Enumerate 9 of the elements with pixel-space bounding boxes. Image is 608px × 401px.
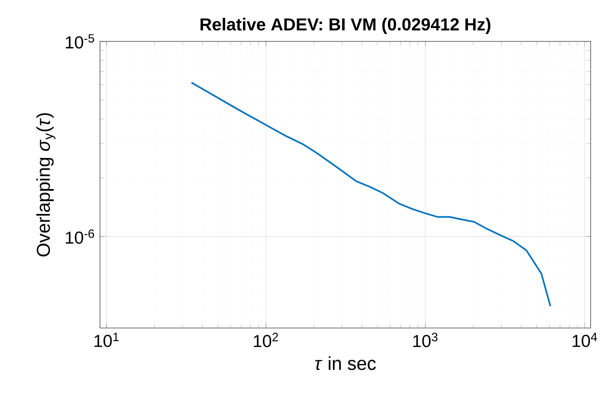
y-tick-label: 10$^{-6}$ [66,229,94,244]
x-tick-label: 10$^{3}$ [413,332,438,348]
chart-title: Relative ADEV: BI VM (0.029412 Hz) [200,18,490,34]
y-tick-label: 10$^{-5}$ [66,34,94,49]
x-tick-label: 10$^{1}$ [94,332,119,348]
x-axis-title: τ in sec [315,356,376,370]
x-tick-label: 10$^{4}$ [572,332,598,348]
x-tick-label: 10$^{2}$ [254,332,278,348]
y-axis-title: Overlapping σ$_{y}$(τ) [36,113,56,256]
